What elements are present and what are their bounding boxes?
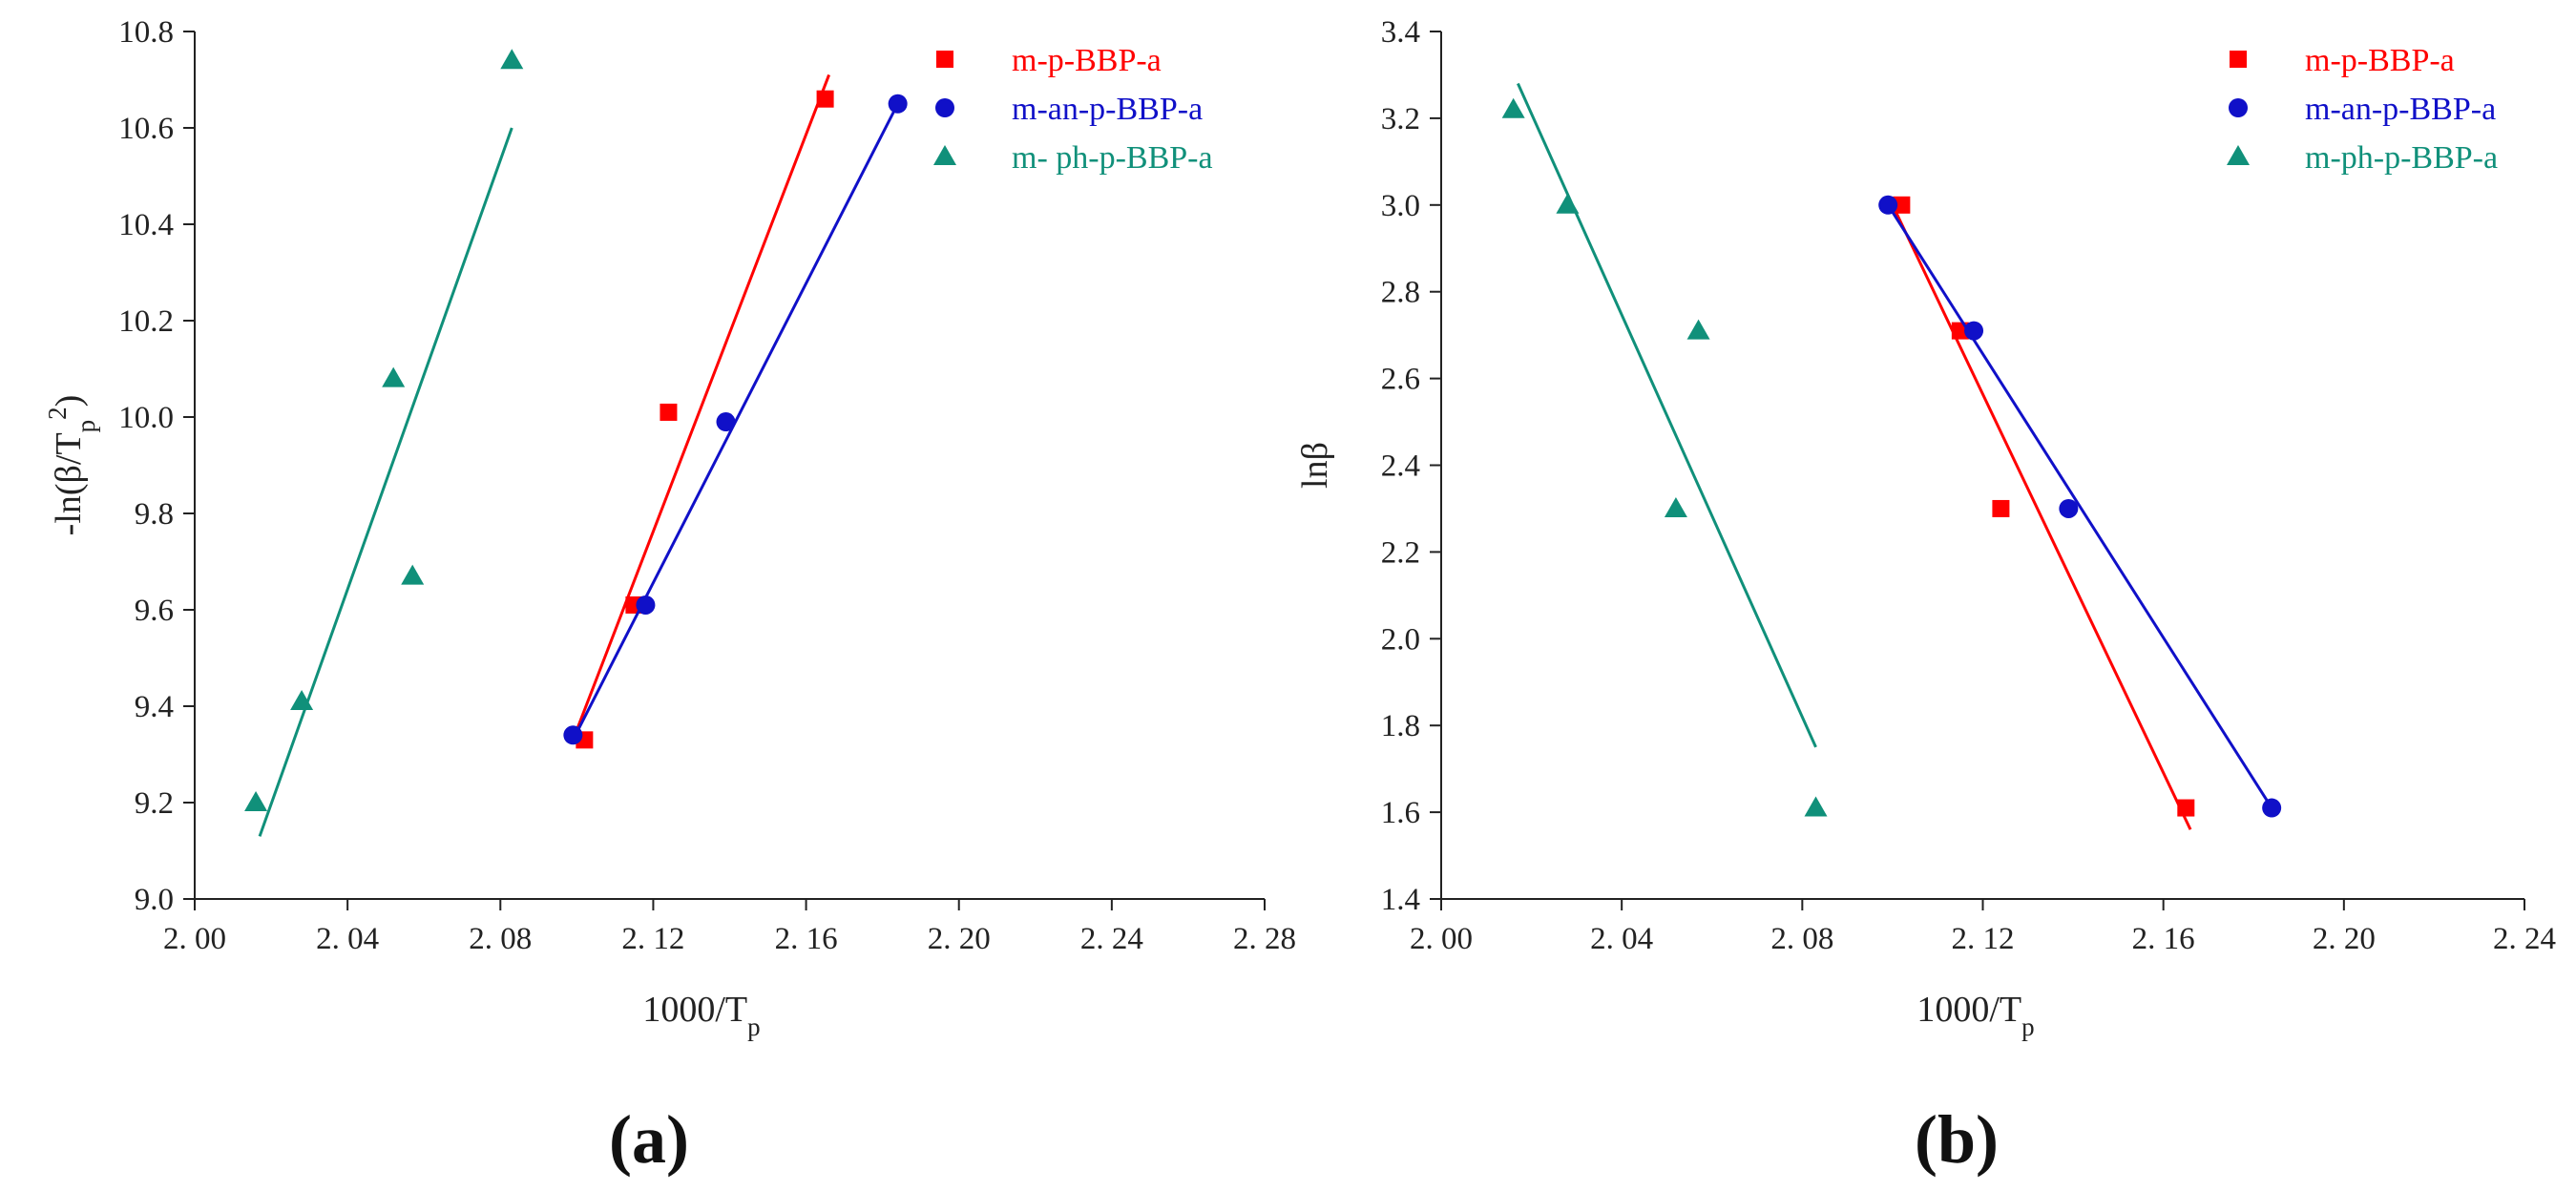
fit-line <box>572 103 899 742</box>
x-tick-label: 2. 16 <box>2132 922 2195 956</box>
panel-label: (b) <box>1915 1101 1999 1178</box>
y-axis-label: -ln(β/Tp2) <box>43 395 100 536</box>
series-1 <box>571 73 834 749</box>
fit-line <box>258 127 513 837</box>
data-point <box>382 366 406 387</box>
x-tick-label: 2. 08 <box>1770 922 1833 956</box>
x-tick-label: 2. 04 <box>316 922 379 956</box>
data-point <box>1686 319 1710 340</box>
series-1 <box>1891 196 2195 830</box>
x-tick-label: 2. 28 <box>1233 922 1296 956</box>
legend: m-p-BBP-a m-an-p-BBP-a m- ph-p-BBP-a <box>933 43 1213 176</box>
legend-label: m-p-BBP-a <box>2305 43 2455 78</box>
data-point <box>563 725 583 745</box>
legend-marker <box>2227 145 2250 165</box>
x-tick-label: 2. 16 <box>775 922 838 956</box>
data-point <box>244 791 268 811</box>
data-point <box>2059 498 2079 518</box>
y-tick-label: 10.6 <box>118 112 174 146</box>
y-tick-label: 1.4 <box>1381 883 1420 917</box>
x-tick-label: 2. 00 <box>1410 922 1473 956</box>
x-tick-label: 2. 00 <box>163 922 226 956</box>
y-tick-label: 9.6 <box>135 594 174 628</box>
y-tick-label: 2.8 <box>1381 276 1420 310</box>
legend: m-p-BBP-a m-an-p-BBP-a m-ph-p-BBP-a <box>2227 43 2498 176</box>
series-3 <box>1501 82 1828 817</box>
data-point <box>888 94 908 114</box>
data-point <box>500 49 524 70</box>
legend-marker <box>936 51 953 68</box>
x-tick-label: 2. 08 <box>469 922 532 956</box>
legend-label: m-ph-p-BBP-a <box>2305 140 2498 176</box>
legend-label: m-an-p-BBP-a <box>2305 92 2496 127</box>
legend-marker <box>935 98 954 117</box>
series-2 <box>563 94 908 745</box>
legend-marker <box>2230 51 2247 68</box>
y-tick-label: 9.4 <box>135 690 174 724</box>
legend-label: m- ph-p-BBP-a <box>1012 140 1213 176</box>
data-point <box>816 90 834 108</box>
y-tick-label: 10.8 <box>118 15 174 50</box>
x-tick-label: 2. 24 <box>2493 922 2556 956</box>
series-3 <box>244 49 524 837</box>
x-tick-label: 2. 20 <box>928 922 991 956</box>
legend-marker <box>933 145 956 165</box>
legend-label: m-p-BBP-a <box>1012 43 1162 78</box>
data-point <box>1893 196 1911 214</box>
y-tick-label: 10.0 <box>118 401 174 435</box>
data-point <box>401 564 425 585</box>
data-point <box>1664 496 1687 517</box>
chart-a: 2. 00 2. 04 2. 08 2. 12 2. 16 2. 20 2. 24 2. 28… <box>43 15 1296 1178</box>
fit-line <box>571 73 830 741</box>
y-tick-label: 9.8 <box>135 497 174 532</box>
x-axis-label: 1000/Tp <box>642 990 760 1041</box>
series-2 <box>1878 195 2282 818</box>
y-axis-label: lnβ <box>1295 442 1335 489</box>
data-point <box>1804 796 1828 817</box>
data-point <box>1992 499 2010 517</box>
y-tick-label: 3.4 <box>1381 15 1420 50</box>
y-tick-label: 10.2 <box>118 304 174 339</box>
y-tick-label: 1.8 <box>1381 709 1420 743</box>
y-tick-label: 1.6 <box>1381 796 1420 830</box>
y-tick-label: 2.6 <box>1381 363 1420 397</box>
data-point <box>1878 195 1898 215</box>
data-point <box>2177 799 2195 817</box>
fit-line <box>1517 82 1817 748</box>
y-tick-label: 3.0 <box>1381 189 1420 223</box>
y-tick-label: 9.0 <box>135 883 174 917</box>
data-point <box>1501 97 1525 118</box>
chart-b: 2. 00 2. 04 2. 08 2. 12 2. 16 2. 20 2. 24 1.4 1.… <box>1295 15 2556 1178</box>
y-tick-label: 2.0 <box>1381 622 1420 657</box>
data-point <box>2262 798 2282 818</box>
data-point <box>716 412 736 432</box>
y-tick-label: 2.4 <box>1381 449 1420 484</box>
y-tick-label: 10.4 <box>118 208 174 242</box>
y-tick-label: 9.2 <box>135 786 174 821</box>
fit-line <box>1891 204 2192 830</box>
data-point <box>660 403 678 421</box>
x-tick-label: 2. 24 <box>1080 922 1143 956</box>
data-point <box>290 689 314 710</box>
data-point <box>1964 321 1984 341</box>
legend-label: m-an-p-BBP-a <box>1012 92 1203 127</box>
fit-line <box>1886 203 2273 809</box>
y-tick-label: 2.2 <box>1381 535 1420 570</box>
x-tick-label: 2. 12 <box>621 922 684 956</box>
x-axis-label: 1000/Tp <box>1916 990 2034 1041</box>
x-tick-label: 2. 04 <box>1590 922 1653 956</box>
data-point <box>1556 193 1580 214</box>
y-tick-label: 3.2 <box>1381 102 1420 136</box>
legend-marker <box>2229 98 2248 117</box>
x-tick-label: 2. 20 <box>2313 922 2376 956</box>
x-tick-label: 2. 12 <box>1952 922 2015 956</box>
panel-label: (a) <box>609 1101 689 1178</box>
data-point <box>636 595 656 615</box>
